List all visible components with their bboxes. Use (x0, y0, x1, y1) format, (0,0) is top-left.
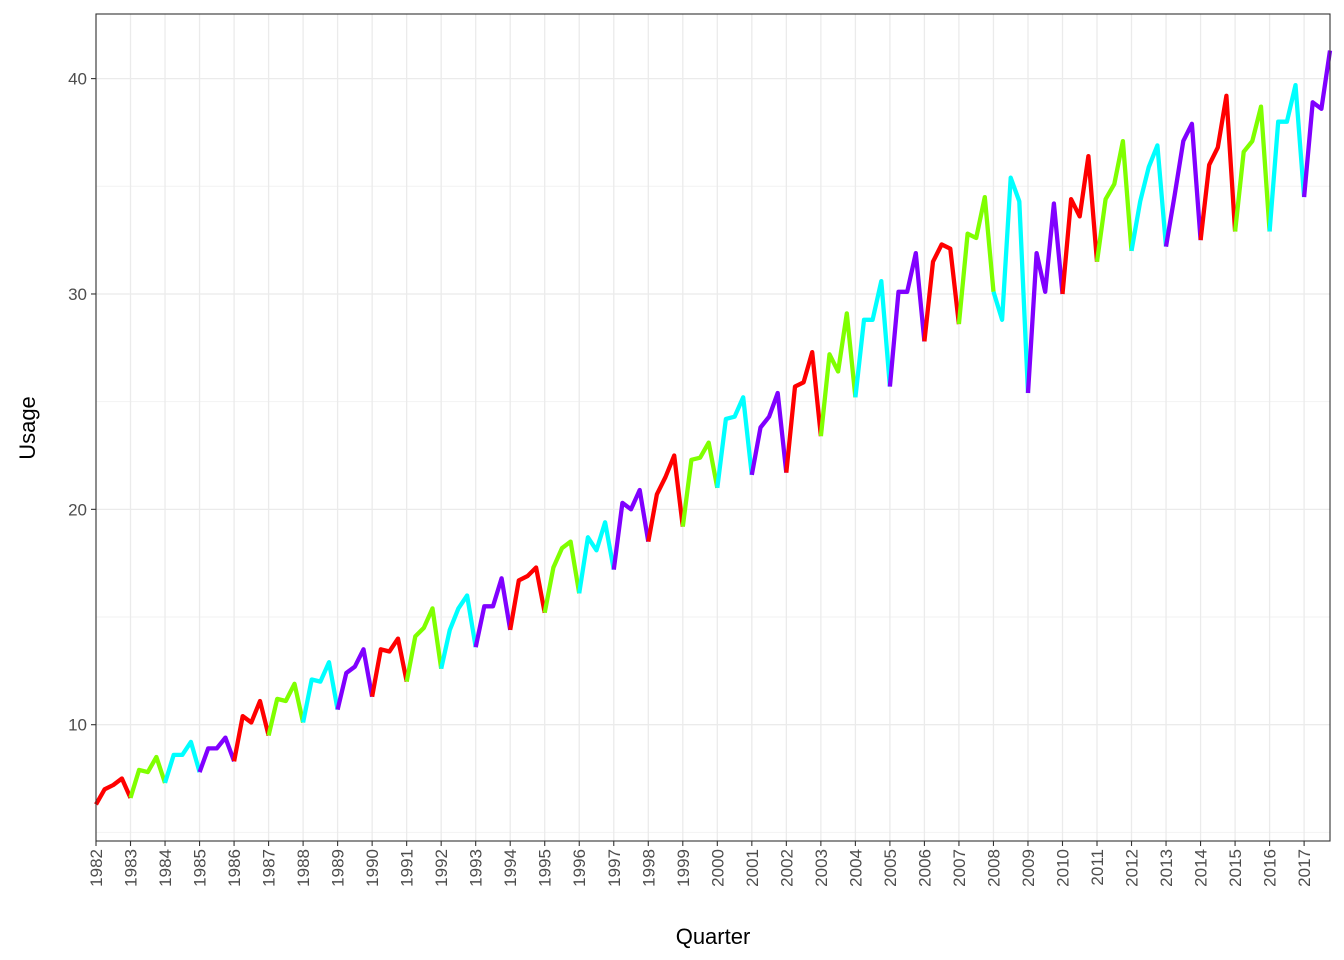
series-line-2003 (818, 311, 858, 437)
x-tick-label: 1988 (294, 849, 313, 887)
series-line-2004 (853, 278, 893, 398)
minor-gridlines (96, 185, 1330, 833)
x-tick-label: 2017 (1295, 849, 1314, 887)
series-line-1998 (646, 453, 685, 542)
x-tick-label: 1994 (501, 849, 520, 887)
series-line-1997 (611, 487, 651, 570)
x-tick-label: 1992 (432, 849, 451, 887)
series-line-1986 (231, 698, 271, 762)
x-tick-label: 2005 (881, 849, 900, 887)
x-tick-label: 2001 (743, 849, 762, 887)
y-axis: 10 20 30 40 (68, 70, 96, 735)
series-line-2006 (922, 242, 962, 342)
x-tick-label: 1987 (260, 849, 279, 887)
series-line-2017 (1301, 50, 1333, 198)
x-tick-label: 1982 (87, 849, 106, 887)
x-tick-label: 2006 (915, 849, 934, 887)
series-line-2002 (784, 349, 824, 473)
x-tick-label: 2012 (1123, 849, 1142, 887)
x-tick-label: 1990 (363, 849, 382, 887)
x-tick-label: 2007 (950, 849, 969, 887)
x-tick-label: 1989 (329, 849, 348, 887)
x-axis-title: Quarter (676, 924, 751, 949)
series-line-2000 (715, 395, 754, 489)
x-tick-label: 2004 (846, 849, 865, 887)
series-line-1982 (94, 776, 133, 806)
x-tick-label: 1991 (398, 849, 417, 887)
x-tick-label: 1998 (639, 849, 658, 887)
series-line-2016 (1267, 82, 1307, 232)
data-lines (94, 50, 1333, 806)
series-line-1992 (439, 593, 478, 670)
x-tick-label: 2008 (985, 849, 1004, 887)
x-tick-label: 1985 (191, 849, 210, 887)
plot-panel (96, 14, 1330, 841)
series-line-1990 (369, 636, 409, 698)
x-tick-label: 1993 (467, 849, 486, 887)
x-tick-label: 1997 (605, 849, 624, 887)
series-line-1989 (335, 647, 375, 711)
series-line-1983 (128, 754, 168, 799)
x-tick-label: 1986 (225, 849, 244, 887)
series-line-1995 (542, 539, 582, 614)
series-line-1994 (508, 565, 547, 631)
x-tick-label: 2013 (1157, 849, 1176, 887)
x-tick-label: 2002 (777, 849, 796, 887)
x-tick-label: 2014 (1192, 849, 1211, 887)
y-tick-label: 20 (68, 500, 87, 519)
series-line-2001 (749, 390, 789, 476)
x-tick-label: 2015 (1226, 849, 1245, 887)
series-line-1987 (266, 681, 306, 736)
x-tick-label: 2011 (1088, 849, 1107, 886)
x-tick-label: 1995 (536, 849, 555, 887)
x-tick-label: 2009 (1019, 849, 1038, 887)
series-line-2009 (1025, 201, 1065, 394)
series-line-1996 (577, 520, 616, 594)
series-line-2015 (1232, 104, 1272, 232)
x-tick-label: 2000 (708, 849, 727, 887)
series-line-1993 (473, 576, 513, 648)
y-tick-label: 40 (68, 70, 87, 89)
series-line-2013 (1163, 121, 1203, 247)
x-tick-label: 2003 (812, 849, 831, 887)
series-line-2010 (1060, 153, 1100, 295)
series-line-1991 (404, 606, 444, 683)
x-tick-label: 1983 (122, 849, 141, 887)
series-line-2007 (956, 194, 996, 325)
series-line-1985 (197, 735, 237, 773)
series-line-2005 (887, 250, 927, 387)
y-tick-label: 10 (68, 716, 87, 735)
series-line-2011 (1094, 138, 1134, 262)
series-line-1988 (300, 660, 340, 723)
y-axis-title: Usage (15, 396, 40, 460)
series-line-2008 (991, 175, 1031, 394)
x-tick-label: 1984 (156, 849, 175, 887)
x-tick-label: 1999 (674, 849, 693, 887)
series-line-2014 (1198, 93, 1238, 241)
x-tick-label: 2010 (1054, 849, 1073, 887)
series-line-1999 (680, 440, 720, 527)
x-tick-label: 2016 (1261, 849, 1280, 887)
series-line-1984 (162, 739, 202, 784)
plot-border (95, 13, 1331, 842)
x-tick-label: 1996 (570, 849, 589, 887)
x-axis: 1982 1983 1984 1985 1986 1987 1988 1989 1990 1991… (87, 841, 1314, 887)
y-tick-label: 30 (68, 285, 87, 304)
series-line-2012 (1129, 143, 1169, 252)
